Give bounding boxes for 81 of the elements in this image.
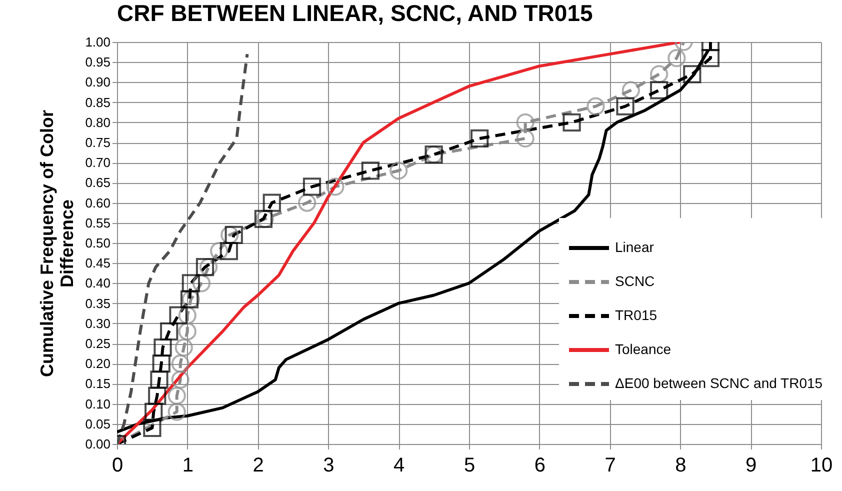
point bbox=[178, 322, 196, 340]
point bbox=[168, 402, 186, 421]
chart-title: CRF BETWEEN LINEAR, SCNC, AND TR015 bbox=[117, 0, 593, 26]
point bbox=[361, 162, 380, 180]
point bbox=[148, 386, 166, 405]
y-tick-label: 0.25 bbox=[85, 336, 110, 351]
legend-label: ΔE00 between SCNC and TR015 bbox=[615, 375, 823, 391]
point bbox=[192, 274, 211, 292]
point bbox=[199, 258, 218, 276]
point bbox=[616, 97, 634, 116]
point bbox=[220, 226, 239, 244]
x-tick-label: 3 bbox=[323, 454, 334, 476]
point bbox=[210, 242, 228, 260]
y-tick-label: 0.10 bbox=[85, 396, 110, 412]
x-tick-label: 6 bbox=[534, 454, 546, 476]
x-tick-label: 1 bbox=[182, 454, 194, 476]
x-tick-label: 4 bbox=[394, 454, 405, 476]
point bbox=[516, 129, 534, 148]
y-tick-label: 0.30 bbox=[85, 316, 110, 331]
y-tick-label: 0.50 bbox=[85, 236, 110, 250]
x-tick-label: 2 bbox=[252, 454, 264, 476]
point bbox=[154, 338, 172, 357]
point bbox=[168, 386, 186, 405]
y-tick-label: 0.95 bbox=[85, 54, 110, 70]
y-tick-label: 0.15 bbox=[85, 376, 110, 392]
x-tick-label: 0 bbox=[112, 454, 124, 476]
point bbox=[302, 178, 322, 196]
point bbox=[326, 178, 344, 196]
y-tick-label: 0.05 bbox=[85, 416, 110, 432]
point bbox=[586, 97, 605, 116]
y-axis-title: Cumulative Frequency of Color Difference bbox=[37, 110, 78, 378]
point bbox=[562, 113, 581, 132]
y-tick-label: 0.40 bbox=[85, 276, 110, 291]
point bbox=[262, 194, 281, 212]
point bbox=[196, 258, 214, 276]
x-tick-label: 10 bbox=[810, 454, 833, 476]
x-tick-label: 8 bbox=[675, 454, 686, 476]
point bbox=[390, 162, 408, 180]
point bbox=[701, 49, 720, 68]
point bbox=[650, 65, 668, 84]
point bbox=[160, 322, 178, 341]
point bbox=[220, 242, 238, 260]
y-tick-label: 0.00 bbox=[85, 436, 110, 452]
point bbox=[143, 418, 162, 437]
y-tick-label: 1.00 bbox=[85, 34, 110, 50]
legend-label: Toleance bbox=[615, 341, 672, 357]
point bbox=[516, 113, 534, 132]
y-tick-label: 0.70 bbox=[85, 155, 110, 170]
point bbox=[622, 81, 640, 100]
point bbox=[152, 354, 170, 373]
y-tick-label: 0.35 bbox=[85, 296, 110, 311]
point bbox=[174, 338, 193, 357]
point bbox=[150, 370, 168, 389]
y-tick-label: 0.65 bbox=[85, 175, 110, 190]
point bbox=[650, 81, 668, 100]
x-tick-label: 5 bbox=[464, 454, 476, 476]
y-tick-label: 0.45 bbox=[85, 256, 110, 271]
y-tick-label: 0.60 bbox=[85, 195, 110, 210]
point bbox=[224, 226, 243, 244]
legend-label: TR015 bbox=[615, 307, 658, 323]
point bbox=[470, 129, 489, 148]
y-tick-label: 0.80 bbox=[85, 114, 110, 130]
x-tick-label: 9 bbox=[746, 454, 757, 476]
point bbox=[144, 402, 163, 421]
point bbox=[298, 194, 316, 212]
point bbox=[683, 65, 702, 84]
point bbox=[668, 49, 686, 68]
y-tick-label: 0.85 bbox=[85, 94, 110, 110]
line-series bbox=[117, 52, 249, 444]
point bbox=[171, 354, 190, 373]
x-tick-label: 7 bbox=[604, 454, 616, 476]
legend-label: SCNC bbox=[615, 273, 655, 289]
point bbox=[182, 274, 200, 292]
y-tick-label: 0.55 bbox=[85, 215, 110, 230]
y-tick-label: 0.20 bbox=[85, 356, 110, 372]
y-tick-label: 0.75 bbox=[85, 135, 110, 150]
point bbox=[171, 370, 190, 389]
point bbox=[178, 306, 196, 324]
legend-label: Linear bbox=[615, 239, 654, 255]
y-tick-label: 0.90 bbox=[85, 74, 110, 90]
point bbox=[169, 306, 188, 324]
